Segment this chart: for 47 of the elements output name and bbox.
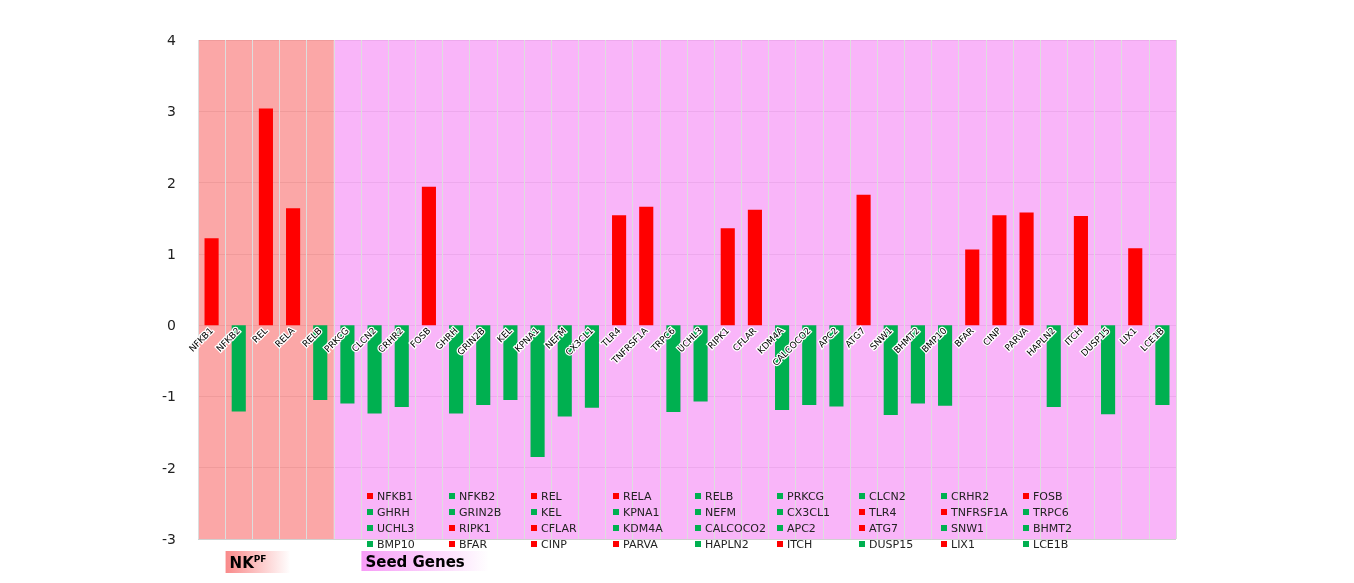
category-label: BFAR <box>459 537 488 551</box>
category-label: HAPLN2 <box>705 537 749 551</box>
category-label: NEFM <box>705 505 736 519</box>
category-label: TRPC6 <box>1033 505 1069 519</box>
y-tick-label: -3 <box>162 531 176 547</box>
band-label: Seed Genes <box>365 552 465 571</box>
category-label: ITCH <box>787 537 813 551</box>
text: NFKB1 <box>377 489 414 503</box>
category-label: REL <box>541 489 562 503</box>
category-label: TLR4 <box>869 505 897 519</box>
category-label: KDM4A <box>623 521 663 535</box>
category-label: APC2 <box>787 521 816 535</box>
y-tick-label: 0 <box>167 317 176 334</box>
category-label: GHRH <box>377 505 410 519</box>
y-tick-label: 2 <box>167 174 176 191</box>
category-label: PARVA <box>623 537 658 551</box>
category-label: RIPK1 <box>459 521 491 535</box>
category-label: DUSP15 <box>869 537 914 551</box>
category-label: RELA <box>623 489 652 503</box>
category-label: GRIN2B <box>459 505 502 519</box>
y-tick-label: -2 <box>162 459 176 476</box>
category-label: CALCOCO2 <box>705 521 767 535</box>
y-tick-label: -1 <box>162 388 176 405</box>
category-label: CINP <box>541 537 567 551</box>
category-label: CX3CL1 <box>787 505 831 519</box>
x-tick-label: REL <box>250 325 270 345</box>
category-label: SNW1 <box>951 521 985 535</box>
category-label: FOSB <box>1033 489 1063 503</box>
y-tick-label: 1 <box>167 245 176 262</box>
text: PRKCG <box>787 489 825 503</box>
category-label: UCHL3 <box>377 521 415 535</box>
category-label: BHMT2 <box>1033 521 1073 535</box>
x-tick-label: KEL <box>495 325 514 345</box>
category-label: BMP10 <box>377 537 415 551</box>
text: LCE1B <box>1033 537 1069 551</box>
y-tick-label: 3 <box>167 103 176 120</box>
category-label: KEL <box>541 505 562 519</box>
category-label: CLCN2 <box>869 489 906 503</box>
category-label: KPNA1 <box>623 505 660 519</box>
category-label: CFLAR <box>541 521 577 535</box>
category-label: LIX1 <box>951 537 975 551</box>
category-label: TNFRSF1A <box>951 505 1008 519</box>
category-label: CRHR2 <box>951 489 990 503</box>
category-label: NFKB2 <box>459 489 496 503</box>
y-tick-label: 4 <box>167 32 177 48</box>
category-label: ATG7 <box>869 521 898 535</box>
text: RELB <box>705 489 734 503</box>
